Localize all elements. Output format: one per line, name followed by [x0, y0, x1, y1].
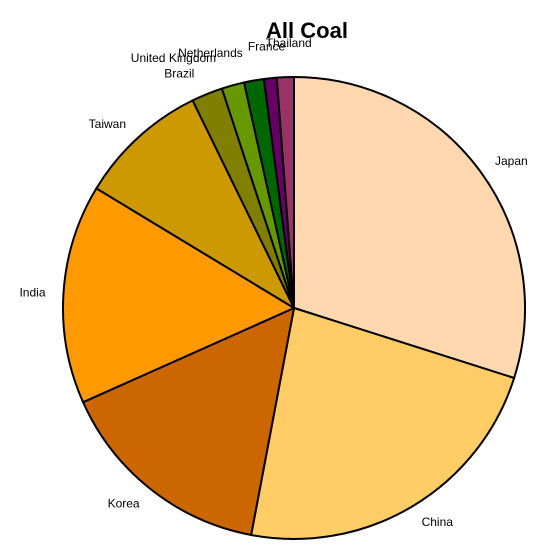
- chart-title: All Coal: [266, 18, 348, 43]
- pie-slice-korea: [82, 307, 295, 536]
- pie-slice-japan: [293, 76, 526, 380]
- pie-label-brazil: Brazil: [164, 66, 194, 80]
- pie-slice-india: [62, 187, 295, 404]
- pie-slices: [62, 75, 526, 540]
- pie-label-china: China: [422, 515, 454, 529]
- pie-label-united-kingdom: United Kingdom: [131, 51, 216, 65]
- pie-label-france: France: [248, 39, 286, 53]
- pie-label-korea: Korea: [108, 496, 140, 510]
- pie-slice-taiwan: [95, 99, 295, 309]
- pie-slice-china: [250, 307, 516, 540]
- pie-label-netherlands: Netherlands: [178, 46, 243, 60]
- pie-label-india: India: [19, 286, 45, 300]
- pie-label-thailand: Thailand: [266, 36, 312, 50]
- pie-label-japan: Japan: [495, 154, 528, 168]
- pie-label-taiwan: Taiwan: [89, 117, 126, 131]
- pie-slice-thailand: [275, 75, 295, 309]
